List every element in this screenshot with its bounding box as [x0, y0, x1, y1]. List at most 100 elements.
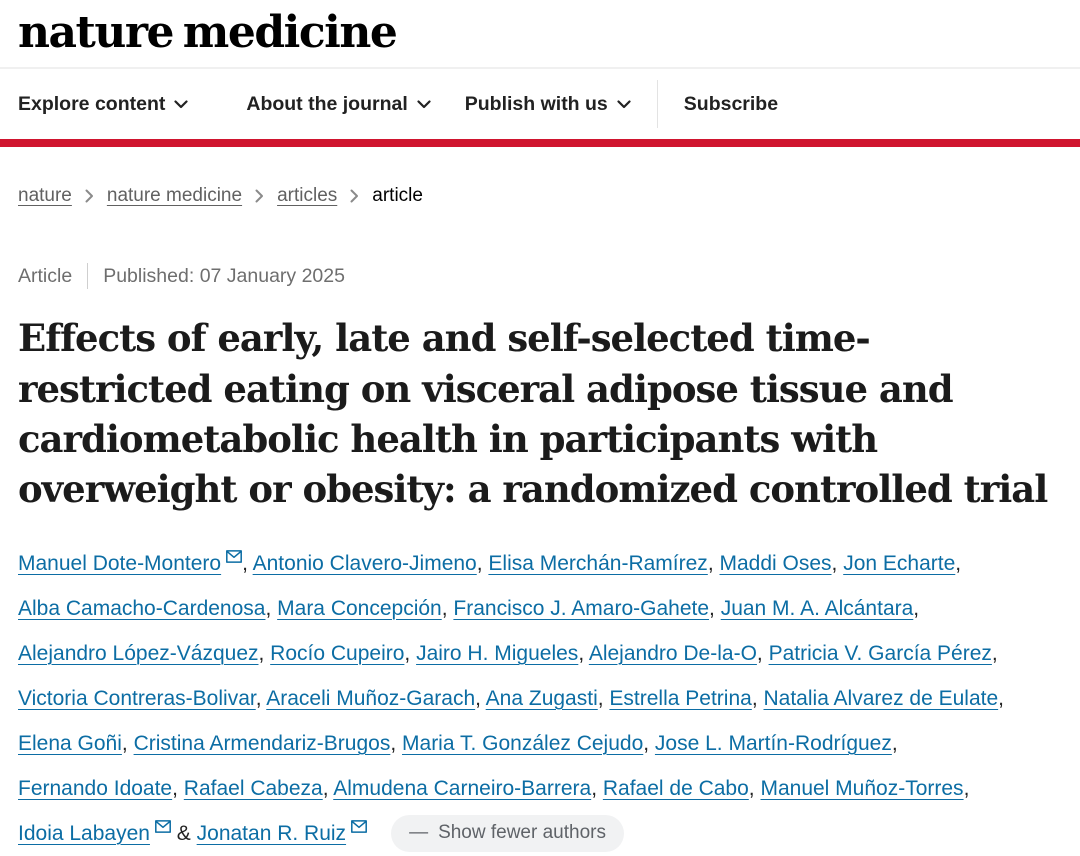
chevron-right-icon: [255, 189, 264, 203]
author-link[interactable]: Ana Zugasti: [485, 686, 598, 710]
author-separator: ,: [578, 641, 589, 665]
author-link[interactable]: Maddi Oses: [719, 551, 832, 575]
author-link[interactable]: Araceli Muñoz-Garach: [266, 686, 476, 710]
nav-item-label: Explore content: [18, 92, 166, 115]
author-separator: ,: [390, 731, 403, 755]
logo-row: nature medicine: [0, 0, 1080, 70]
author: Ana Zugasti: [486, 687, 598, 710]
author: Victoria Contreras-Bolivar: [18, 687, 256, 710]
author-link[interactable]: Alejandro De-la-O: [588, 641, 757, 665]
nav-item-label: Subscribe: [683, 92, 779, 115]
author: Cristina Armendariz-Brugos: [134, 732, 391, 755]
author-link[interactable]: Maria T. González Cejudo: [402, 731, 644, 755]
chevron-down-icon: [417, 100, 431, 109]
author: Alba Camacho-Cardenosa: [18, 597, 265, 620]
chevron-right-icon: [350, 189, 359, 203]
author-link[interactable]: Elisa Merchán-Ramírez: [488, 551, 708, 575]
author: Patricia V. García Pérez: [769, 642, 992, 665]
published-label: Published:: [103, 264, 195, 287]
author-separator: ,: [707, 551, 720, 575]
meta-divider: [87, 263, 89, 290]
author-separator: ,: [751, 686, 764, 710]
author-list: Manuel Dote-Montero, Antonio Clavero-Jim…: [18, 541, 1058, 856]
author-separator: ,: [475, 686, 486, 710]
email-envelope-icon[interactable]: [351, 819, 368, 833]
author-separator: ,: [441, 596, 454, 620]
author-separator: ,: [831, 551, 844, 575]
breadcrumb: nature nature medicine articles article: [0, 147, 1080, 207]
email-envelope-icon[interactable]: [154, 819, 171, 833]
minus-icon: —: [409, 821, 429, 843]
author: Francisco J. Amaro-Gahete: [453, 597, 709, 620]
author-link[interactable]: Patricia V. García Pérez: [768, 641, 992, 665]
author-separator: ,: [265, 596, 278, 620]
author: Manuel Dote-Montero: [18, 549, 243, 575]
author-link[interactable]: Rafael de Cabo: [602, 776, 749, 800]
author: Mara Concepción: [277, 597, 442, 620]
nav-item-explore-content[interactable]: Explore content: [18, 93, 188, 116]
author: Antonio Clavero-Jimeno: [253, 552, 477, 575]
author-link[interactable]: Mara Concepción: [277, 596, 442, 620]
author-separator: ,: [998, 686, 1004, 710]
author-link[interactable]: Francisco J. Amaro-Gahete: [453, 596, 710, 620]
author-link[interactable]: Elena Goñi: [18, 731, 122, 755]
author-link[interactable]: Rocío Cupeiro: [270, 641, 405, 665]
author-link[interactable]: Jairo H. Migueles: [416, 641, 579, 665]
author-link[interactable]: Manuel Muñoz-Torres: [760, 776, 964, 800]
author-separator: ,: [955, 551, 962, 575]
breadcrumb-link-nature-medicine[interactable]: nature medicine: [106, 185, 243, 207]
author: Juan M. A. Alcántara: [721, 597, 914, 620]
author: Araceli Muñoz-Garach: [266, 687, 475, 710]
nav-item-publish-with-us[interactable]: Publish with us: [465, 93, 631, 116]
show-fewer-authors-button[interactable]: — Show fewer authors: [391, 814, 624, 852]
journal-logo[interactable]: nature medicine: [18, 7, 398, 58]
author-link[interactable]: Jose L. Martín-Rodríguez: [654, 731, 892, 755]
author-separator: ,: [322, 776, 334, 800]
nav-item-subscribe[interactable]: Subscribe: [684, 93, 778, 116]
author-separator: ,: [748, 776, 761, 800]
author-separator: ,: [476, 551, 489, 575]
author: Rocío Cupeiro: [270, 642, 404, 665]
author-separator: ,: [404, 641, 417, 665]
author-link[interactable]: Rafael Cabeza: [183, 776, 323, 800]
author: Estrella Petrina: [609, 687, 751, 710]
author: Rafael de Cabo: [603, 777, 749, 800]
article-meta: Article Published: 07 January 2025: [18, 263, 1062, 290]
breadcrumb-link-nature[interactable]: nature: [18, 185, 72, 207]
author-link[interactable]: Cristina Armendariz-Brugos: [133, 731, 391, 755]
author-link[interactable]: Fernando Idoate: [18, 776, 173, 800]
author-separator: ,: [597, 686, 610, 710]
email-envelope-icon[interactable]: [226, 549, 243, 563]
published-value: 07 January 2025: [199, 264, 345, 287]
author-link[interactable]: Alba Camacho-Cardenosa: [18, 596, 266, 620]
author: Fernando Idoate: [18, 777, 172, 800]
breadcrumb-link-articles[interactable]: articles: [277, 185, 338, 207]
author: Jairo H. Migueles: [416, 642, 578, 665]
author-link[interactable]: Idoia Labayen: [18, 821, 150, 845]
author: Jon Echarte: [843, 552, 955, 575]
author-separator: ,: [891, 731, 898, 755]
author: Maria T. González Cejudo: [402, 732, 643, 755]
author: Rafael Cabeza: [184, 777, 323, 800]
journal-brand-bar: [0, 139, 1080, 148]
author-link[interactable]: Estrella Petrina: [609, 686, 752, 710]
author-link[interactable]: Juan M. A. Alcántara: [720, 596, 914, 620]
author-separator: ,: [991, 641, 998, 665]
author: Jonatan R. Ruiz: [196, 819, 368, 845]
author: Manuel Muñoz-Torres: [760, 777, 963, 800]
nav-item-about-the-journal[interactable]: About the journal: [246, 92, 431, 116]
author-separator: ,: [591, 776, 603, 800]
author-link[interactable]: Manuel Dote-Montero: [18, 551, 222, 575]
article-page: nature nature medicine articles article …: [0, 147, 1080, 855]
author-link[interactable]: Victoria Contreras-Bolivar: [18, 686, 256, 710]
author-link[interactable]: Natalia Alvarez de Eulate: [763, 686, 999, 710]
nav-item-label: About the journal: [246, 92, 408, 115]
author-link[interactable]: Antonio Clavero-Jimeno: [252, 551, 477, 575]
author-link[interactable]: Jonatan R. Ruiz: [196, 821, 347, 845]
author-link[interactable]: Jon Echarte: [843, 551, 956, 575]
author-link[interactable]: Almudena Carneiro-Barrera: [333, 776, 592, 800]
author-separator: ,: [172, 776, 184, 800]
article-title: Effects of early, late and self-selected…: [18, 316, 1048, 512]
author: Elena Goñi: [18, 732, 122, 755]
author-link[interactable]: Alejandro López-Vázquez: [18, 641, 259, 665]
